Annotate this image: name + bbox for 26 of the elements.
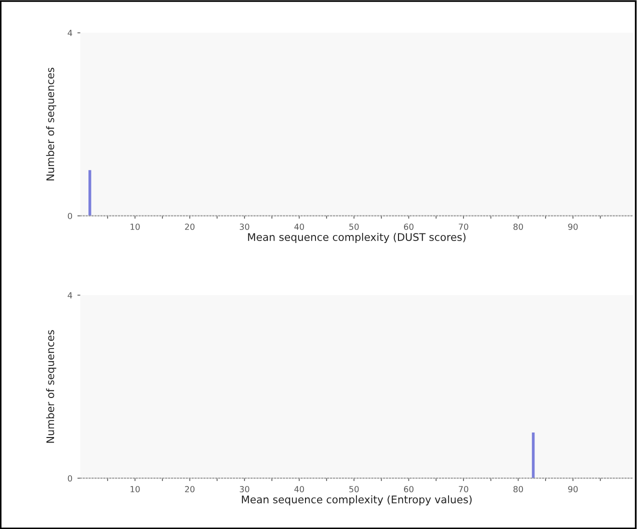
x-axis-title: Mean sequence complexity (DUST scores) [248,232,466,244]
x-tick-label: 20 [185,486,194,492]
y-tick-label: 0 [68,475,72,482]
y-axis-title: Number of sequences [46,330,56,443]
x-tick-label: 70 [458,224,468,230]
x-tick-label: 60 [404,224,414,230]
x-tick-label: 30 [240,224,250,230]
x-tick-label: 20 [185,224,194,230]
y-tick-label: 4 [68,30,72,36]
x-tick-label: 10 [130,486,140,492]
x-tick-label: 30 [240,486,250,492]
x-tick-label: 40 [294,224,304,230]
y-tick-label: 4 [68,292,72,298]
x-tick-label: 10 [130,224,140,230]
x-tick-label: 80 [513,224,523,230]
x-tick-label: 90 [568,486,578,492]
x-tick-label: 50 [349,486,359,492]
x-tick-label: 80 [513,486,523,492]
x-axis-title: Mean sequence complexity (Entropy values) [242,495,472,506]
x-tick-label: 70 [458,486,468,492]
y-axis-title: Number of sequences [46,68,56,180]
x-tick-label: 50 [349,224,359,230]
x-tick-label: 40 [294,486,304,492]
x-tick-label: 90 [568,224,578,230]
x-tick-label: 60 [404,486,414,492]
y-tick-label: 0 [68,212,72,220]
